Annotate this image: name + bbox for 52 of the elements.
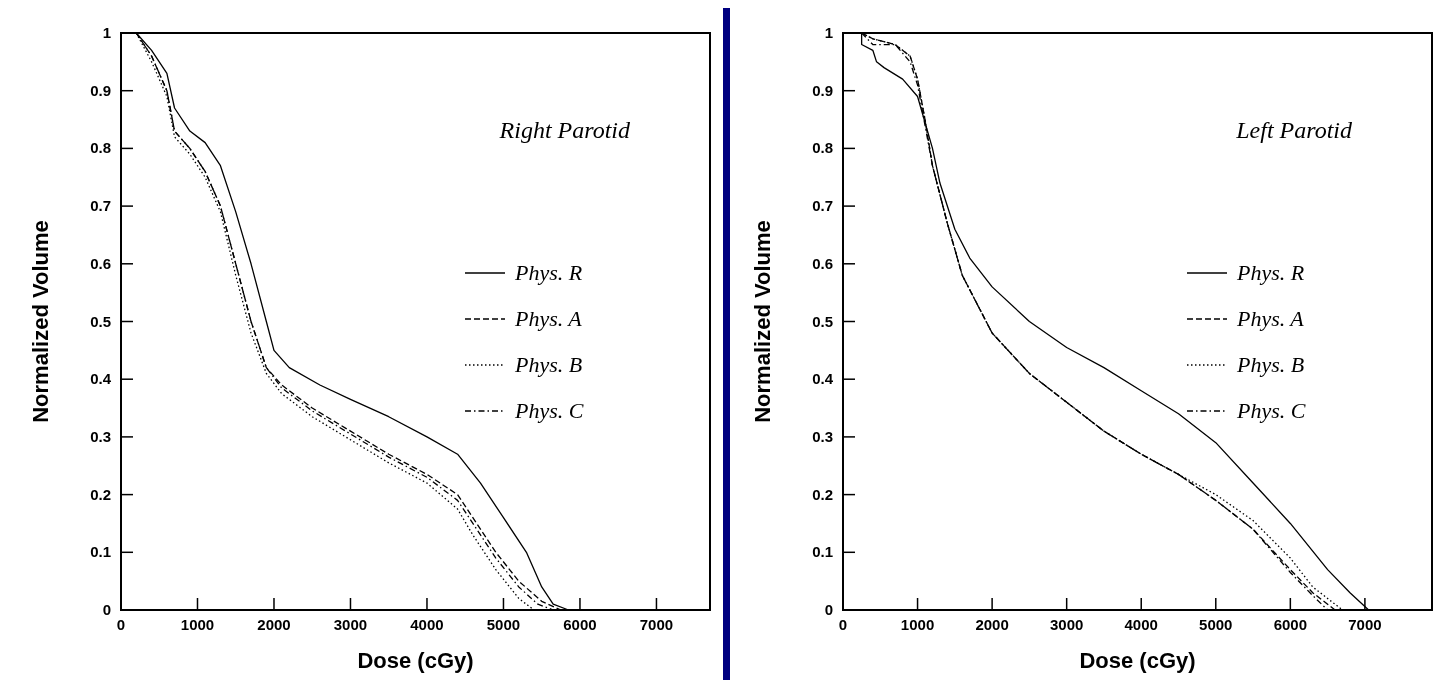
x-tick-label: 6000: [1273, 616, 1308, 633]
x-tick-label: 7000: [1348, 616, 1382, 633]
y-tick-label: 0.9: [812, 81, 833, 99]
legend-label: Phys. C: [514, 398, 584, 423]
x-axis-title: Dose (cGy): [1079, 648, 1196, 673]
x-tick-label: 4000: [1124, 616, 1158, 633]
x-tick-label: 5000: [1199, 616, 1233, 633]
x-tick-label: 4000: [410, 616, 444, 633]
y-tick-label: 0: [102, 601, 111, 618]
y-tick-label: 0.9: [90, 81, 111, 99]
y-tick-label: 0.4: [812, 370, 834, 388]
legend-label: Phys. C: [1236, 398, 1306, 423]
y-tick-label: 0.3: [812, 427, 833, 445]
x-tick-label: 3000: [333, 616, 368, 633]
x-axis-title: Dose (cGy): [357, 648, 474, 673]
y-tick-label: 0.3: [90, 427, 111, 445]
y-tick-label: 0.7: [812, 197, 833, 215]
y-tick-label: 0.2: [90, 485, 111, 503]
legend-label: Phys. R: [514, 260, 583, 285]
x-tick-label: 6000: [563, 616, 597, 633]
y-axis-title: Normalized Volume: [750, 220, 775, 423]
x-tick-label: 1000: [900, 616, 935, 633]
legend-label: Phys. B: [1236, 352, 1305, 377]
y-tick-label: 0.6: [90, 254, 111, 272]
x-tick-label: 2000: [257, 616, 291, 633]
y-tick-label: 0.5: [812, 312, 833, 330]
y-tick-label: 0.2: [812, 485, 833, 503]
y-tick-label: 0.6: [812, 254, 833, 272]
legend-label: Phys. R: [1236, 260, 1305, 285]
y-tick-label: 0.5: [90, 312, 111, 330]
y-tick-label: 0.1: [90, 543, 111, 561]
x-tick-label: 7000: [639, 616, 674, 633]
y-tick-label: 1: [824, 24, 833, 41]
x-tick-label: 5000: [486, 616, 521, 633]
annotation: Right Parotid: [498, 117, 631, 143]
legend-label: Phys. A: [514, 306, 583, 331]
y-tick-label: 0: [824, 601, 833, 618]
legend-label: Phys. A: [1236, 306, 1305, 331]
y-axis-title: Normalized Volume: [28, 220, 53, 423]
x-tick-label: 2000: [975, 616, 1009, 633]
legend-label: Phys. B: [514, 352, 583, 377]
y-tick-label: 0.4: [90, 370, 112, 388]
x-tick-label: 3000: [1049, 616, 1084, 633]
y-tick-label: 0.8: [812, 139, 833, 157]
x-tick-label: 0: [116, 616, 126, 633]
y-tick-label: 0.7: [90, 197, 111, 215]
y-tick-label: 1: [102, 24, 111, 41]
x-tick-label: 0: [838, 616, 848, 633]
y-tick-label: 0.1: [812, 543, 833, 561]
x-tick-label: 1000: [180, 616, 215, 633]
annotation: Left Parotid: [1235, 117, 1353, 143]
y-tick-label: 0.8: [90, 139, 111, 157]
